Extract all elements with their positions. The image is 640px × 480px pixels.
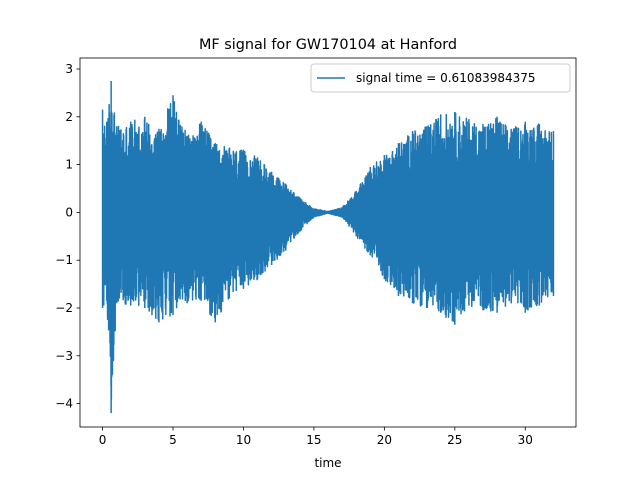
x-tick-label: 30 bbox=[518, 433, 533, 447]
x-tick-label: 15 bbox=[306, 433, 321, 447]
x-tick-label: 5 bbox=[169, 433, 177, 447]
y-tick-label: 0 bbox=[65, 205, 73, 219]
signal-series-line bbox=[101, 80, 555, 414]
y-tick-label: −2 bbox=[55, 301, 73, 315]
x-tick-label: 25 bbox=[447, 433, 462, 447]
y-tick-label: 2 bbox=[65, 110, 73, 124]
axes-frame bbox=[79, 57, 577, 428]
y-tick-label: −4 bbox=[55, 397, 73, 411]
legend-box bbox=[310, 63, 571, 93]
y-tick-label: −1 bbox=[55, 253, 73, 267]
plot-area bbox=[101, 80, 555, 414]
x-axis-ticks: 0 5 10 15 20 25 30 bbox=[99, 427, 533, 447]
y-axis-ticks: −4 −3 −2 −1 0 1 2 3 bbox=[55, 62, 80, 411]
x-tick-label: 20 bbox=[377, 433, 392, 447]
legend-label: signal time = 0.61083984375 bbox=[356, 71, 536, 85]
x-axis-label: time bbox=[314, 456, 341, 470]
x-tick-label: 10 bbox=[236, 433, 251, 447]
chart-title: MF signal for GW170104 at Hanford bbox=[199, 37, 457, 53]
y-tick-label: −3 bbox=[55, 349, 73, 363]
y-tick-label: 3 bbox=[65, 62, 73, 76]
legend: signal time = 0.61083984375 bbox=[310, 63, 571, 93]
x-tick-label: 0 bbox=[99, 433, 107, 447]
y-tick-label: 1 bbox=[65, 158, 73, 172]
